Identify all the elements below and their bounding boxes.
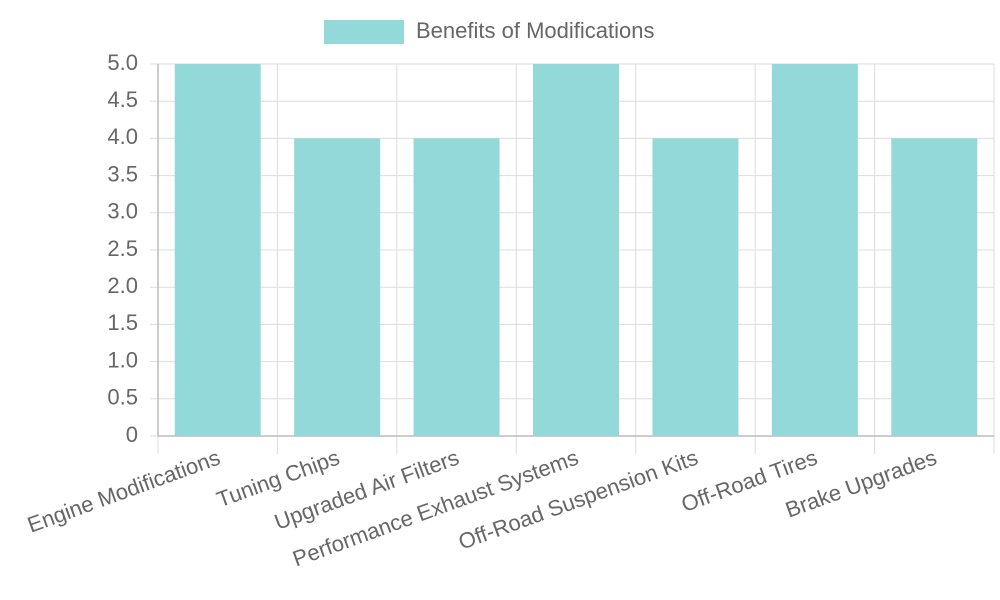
y-tick-label: 2.5 — [107, 236, 138, 261]
x-tick-label: Engine Modifications — [24, 445, 223, 538]
y-tick-label: 3.5 — [107, 161, 138, 186]
bar — [413, 138, 500, 436]
y-tick-label: 1.0 — [107, 347, 138, 372]
y-tick-label: 0 — [126, 422, 138, 447]
y-tick-label: 4.5 — [107, 87, 138, 112]
y-tick-label: 2.0 — [107, 273, 138, 298]
bar — [174, 64, 261, 436]
legend-swatch — [324, 20, 404, 44]
bar — [891, 138, 978, 436]
y-tick-label: 5.0 — [107, 50, 138, 75]
bar — [771, 64, 858, 436]
bar — [652, 138, 739, 436]
y-tick-label: 3.0 — [107, 199, 138, 224]
legend-label: Benefits of Modifications — [416, 18, 654, 43]
bar — [294, 138, 381, 436]
y-tick-label: 1.5 — [107, 310, 138, 335]
y-tick-label: 4.0 — [107, 124, 138, 149]
y-tick-label: 0.5 — [107, 385, 138, 410]
bar — [533, 64, 619, 436]
